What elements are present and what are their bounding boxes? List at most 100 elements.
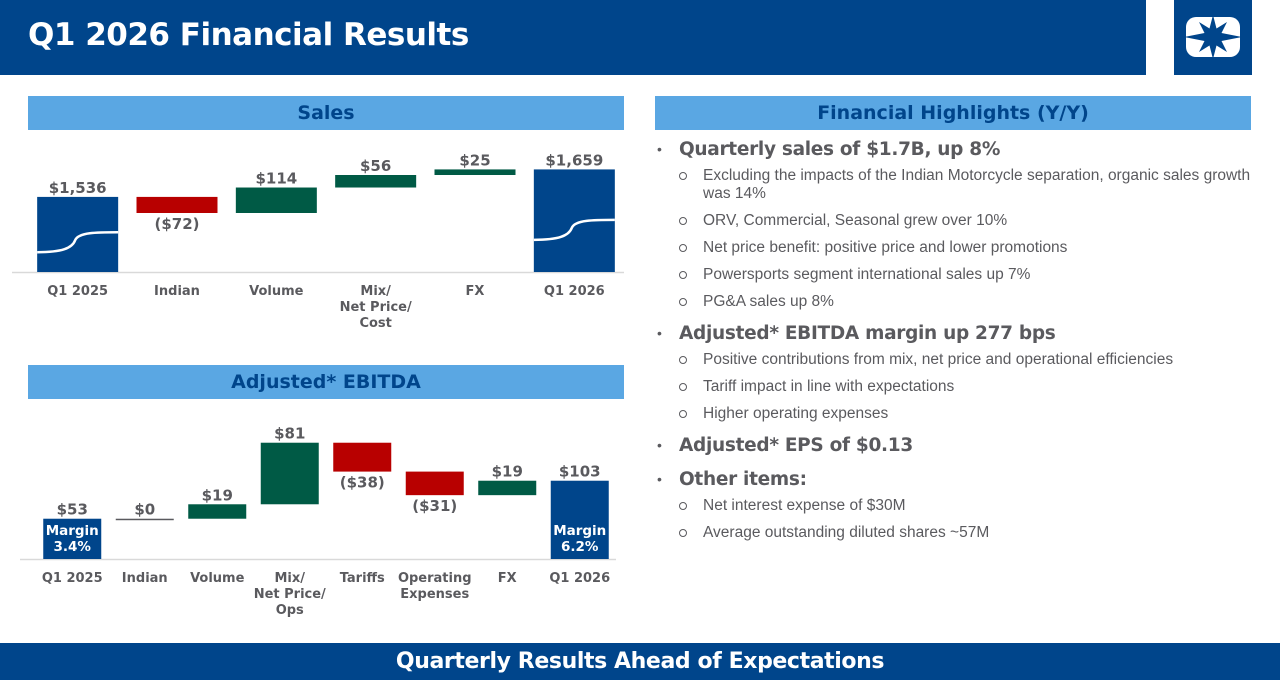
circle-bullet-icon [679,298,687,306]
category-label: Tariffs [340,571,385,586]
highlights-section-header: Financial Highlights (Y/Y) [655,96,1251,130]
highlight-heading: Adjusted* EPS of $0.13 [679,435,913,456]
ebitda-section-title: Adjusted* EBITDA [231,371,421,393]
circle-bullet-icon [679,271,687,279]
highlight-subitem-text: Net price benefit: positive price and lo… [703,239,1068,256]
increase-bar [434,169,516,176]
swoosh-icon [533,218,615,242]
value-label: $81 [274,425,305,443]
circle-bullet-icon [679,410,687,418]
highlight-item: • Adjusted* EBITDA margin up 277 bps Posit… [655,320,1255,423]
decrease-bar [136,196,218,213]
highlight-subitem: ORV, Commercial, Seasonal grew over 10% [679,212,1255,230]
total-bar [37,196,119,272]
page-title: Q1 2026 Financial Results [28,17,469,53]
category-label: FX [466,284,485,299]
increase-bar [235,187,317,213]
total-bar [550,480,609,559]
highlight-subitem-text: Net interest expense of $30M [703,497,906,514]
value-label: ($38) [340,474,385,492]
category-label: FX [498,571,517,586]
value-label: $19 [202,486,233,504]
logo [1174,0,1252,75]
highlight-subitem: Powersports segment international sales … [679,266,1255,284]
value-label: ($31) [412,497,457,515]
decrease-bar [333,442,392,472]
increase-bar [260,442,319,505]
total-bar [43,518,102,559]
bullet-icon: • [657,471,662,487]
highlight-subitem: Average outstanding diluted shares ~57M [679,524,1255,542]
highlight-subitem-text: Higher operating expenses [703,405,889,422]
footer-text: Quarterly Results Ahead of Expectations [395,649,885,674]
value-label: $56 [360,157,391,175]
highlight-heading: Quarterly sales of $1.7B, up 8% [679,139,1001,160]
highlight-heading: Adjusted* EBITDA margin up 277 bps [679,323,1056,344]
circle-bullet-icon [679,356,687,364]
circle-bullet-icon [679,529,687,537]
footer-banner: Quarterly Results Ahead of Expectations [0,643,1280,680]
highlight-item: • Quarterly sales of $1.7B, up 8% Excludin… [655,136,1255,311]
bullet-icon: • [657,325,662,341]
highlight-subitem: PG&A sales up 8% [679,293,1255,311]
highlight-subitem: Positive contributions from mix, net pri… [679,351,1255,369]
financial-highlights-list: • Quarterly sales of $1.7B, up 8% Excludin… [655,136,1255,551]
highlight-subitem-text: Positive contributions from mix, net pri… [703,351,1174,368]
highlight-item: • Other items: Net interest expense of $30… [655,466,1255,542]
highlight-subitem: Higher operating expenses [679,405,1255,423]
highlight-subitem-text: PG&A sales up 8% [703,293,834,310]
category-label: Mix/Net Price/Cost [340,284,412,331]
bullet-icon: • [657,141,662,157]
value-label: $1,659 [545,151,603,169]
category-label: Q1 2025 [47,284,108,299]
increase-bar [478,480,537,496]
value-label: ($72) [154,215,199,233]
sales-section-header: Sales [28,96,624,130]
circle-bullet-icon [679,383,687,391]
category-label: Q1 2025 [42,571,103,586]
category-label: Volume [249,284,304,299]
title-bar: Q1 2026 Financial Results [0,0,1146,75]
highlight-subitem: Net interest expense of $30M [679,497,1255,515]
highlight-heading: Other items: [679,469,807,490]
value-label: $0 [134,501,155,519]
highlight-subitem-text: Excluding the impacts of the Indian Moto… [703,167,1251,202]
category-label: Indian [154,284,200,299]
category-label: Q1 2026 [549,571,610,586]
circle-bullet-icon [679,217,687,225]
decrease-bar [405,471,464,496]
sales-section-title: Sales [297,102,355,124]
value-label: $1,536 [49,179,107,197]
value-label: $53 [57,501,88,519]
category-label: Volume [190,571,245,586]
value-label: $25 [459,151,490,169]
highlight-subitem: Tariff impact in line with expectations [679,378,1255,396]
category-label: Indian [122,571,168,586]
swoosh-icon [37,230,119,254]
increase-bar [335,175,417,188]
value-label: $114 [255,170,297,188]
highlight-item: • Adjusted* EPS of $0.13 [655,432,1255,460]
category-label: Q1 2026 [544,284,605,299]
highlight-subitem-text: Average outstanding diluted shares ~57M [703,524,990,541]
increase-bar [188,504,247,519]
category-label: Mix/Net Price/Ops [254,571,326,618]
highlight-subitem-text: ORV, Commercial, Seasonal grew over 10% [703,212,1008,229]
highlight-subitem-text: Powersports segment international sales … [703,266,1031,283]
value-label: $19 [492,463,523,481]
star-logo-icon [1186,17,1240,57]
margin-label: Margin 3.4% [46,523,99,555]
circle-bullet-icon [679,502,687,510]
highlight-subitem: Net price benefit: positive price and lo… [679,239,1255,257]
highlight-subitem: Excluding the impacts of the Indian Moto… [679,167,1255,203]
highlights-section-title: Financial Highlights (Y/Y) [817,102,1089,124]
category-label: Operating Expenses [398,571,472,602]
margin-label: Margin 6.2% [553,523,606,555]
circle-bullet-icon [679,244,687,252]
value-label: $103 [559,463,601,481]
increase-bar [115,518,174,521]
circle-bullet-icon [679,172,687,180]
highlight-subitem-text: Tariff impact in line with expectations [703,378,955,395]
